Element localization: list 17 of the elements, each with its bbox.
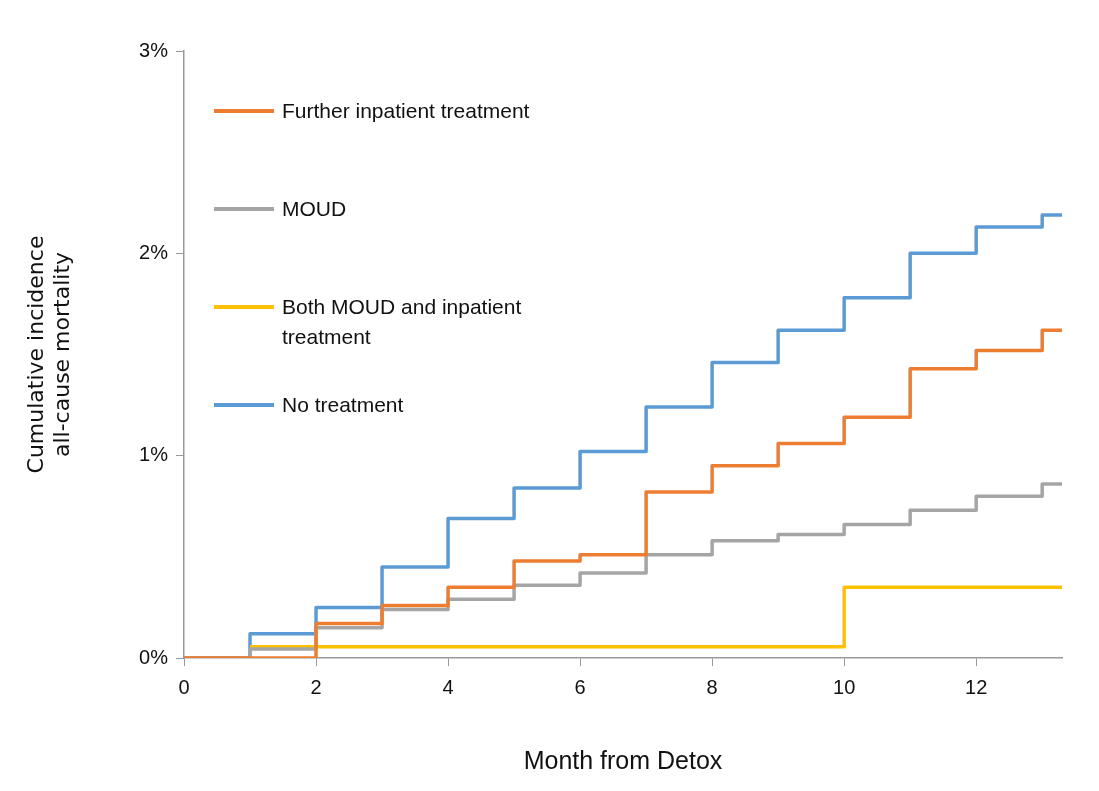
y-tick-label: 2% <box>139 240 169 263</box>
x-tick-label: 10 <box>833 675 856 698</box>
y-tick-label: 1% <box>139 443 169 466</box>
x-tick-label: 6 <box>574 675 586 698</box>
x-tick-label: 12 <box>965 675 988 698</box>
x-axis-title: Month from Detox <box>523 745 723 774</box>
legend-label: No treatment <box>282 392 404 418</box>
legend-label: MOUD <box>282 196 347 222</box>
y-tick-label: 0% <box>139 645 169 668</box>
x-tick-label: 8 <box>706 675 718 698</box>
legend-label: Both MOUD and inpatient treatment <box>282 294 523 350</box>
x-tick-label: 2 <box>310 675 322 698</box>
x-tick-label: 0 <box>178 675 190 698</box>
y-tick-label: 3% <box>139 38 169 61</box>
legend-label: Further inpatient treatment <box>282 98 530 124</box>
y-axis-title: Cumulative incidence all-cause mortality <box>22 235 75 474</box>
x-tick-label: 4 <box>442 675 454 698</box>
